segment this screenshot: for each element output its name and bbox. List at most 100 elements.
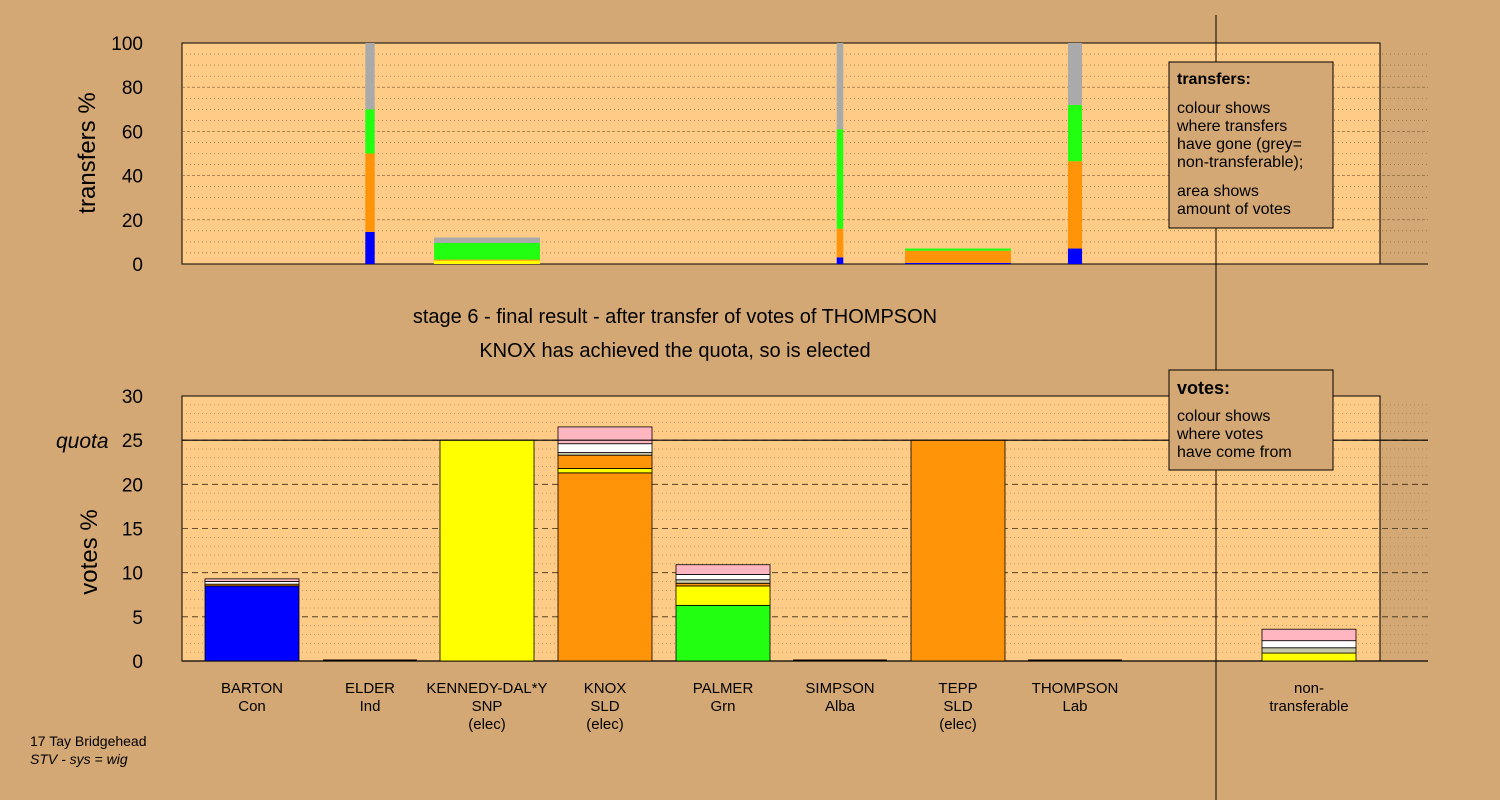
transfer-segment-non-transferable xyxy=(836,43,844,130)
candidate-name: BARTON xyxy=(221,680,283,697)
candidate-party: Lab xyxy=(1062,698,1087,715)
candidate-name: KNOX xyxy=(584,680,627,697)
candidate-party: transferable xyxy=(1269,698,1348,715)
vote-segment-lab xyxy=(204,578,300,582)
candidate-status: (elec) xyxy=(939,716,977,733)
vote-segment-grn xyxy=(675,604,771,662)
candidate-party: Alba xyxy=(825,698,856,715)
transfers-legend-box xyxy=(1168,61,1334,229)
transfer-segment-palmer xyxy=(836,129,844,229)
votes-tick-label: 15 xyxy=(122,520,143,541)
votes-tick-label: 0 xyxy=(132,652,143,673)
votes-legend-title: votes: xyxy=(1177,378,1230,398)
transfers-legend-line: non-transferable); xyxy=(1177,154,1303,171)
votes-tick-label: 10 xyxy=(122,564,143,585)
votes-legend: votes: colour shows where votes have com… xyxy=(1168,369,1334,471)
candidate-status: (elec) xyxy=(586,716,624,733)
transfer-segment-non-transferable xyxy=(365,43,375,110)
vote-segment-sld xyxy=(910,439,1006,662)
candidate-name: ELDER xyxy=(345,680,395,697)
vote-segment-sld xyxy=(557,454,653,469)
stage-headline: stage 6 - final result - after transfer … xyxy=(413,306,937,328)
transfers-legend-line: where transfers xyxy=(1176,118,1287,135)
transfer-segment-palmer xyxy=(1067,104,1083,162)
vote-segment-snp xyxy=(675,585,771,606)
constituency-name: 17 Tay Bridgehead xyxy=(30,733,147,749)
vote-segment-ind xyxy=(557,443,653,453)
votes-tick-label: 25 xyxy=(122,431,143,452)
votes-bars xyxy=(204,426,1357,662)
vote-segment-alba xyxy=(1261,647,1357,654)
transfer-segment-palmer xyxy=(365,109,375,154)
transfer-segment-non-transferable xyxy=(1067,43,1083,105)
transfers-tick-label: 40 xyxy=(122,167,143,188)
votes-tick-label: 30 xyxy=(122,387,143,408)
candidate-party: Grn xyxy=(710,698,735,715)
votes-y-axis-label: votes % xyxy=(76,509,103,594)
transfers-legend-line: have gone (grey= xyxy=(1177,136,1302,153)
transfer-segment-kennedy-dal-y xyxy=(434,260,540,264)
transfers-bars xyxy=(365,43,1083,264)
vote-segment-snp xyxy=(439,439,535,662)
candidate-name: TEPP xyxy=(938,680,977,697)
candidate-party: SLD xyxy=(943,698,972,715)
vote-segment-sld xyxy=(557,472,653,662)
transfers-tick-label: 20 xyxy=(122,211,143,232)
quota-label: quota xyxy=(56,430,109,453)
transfers-legend-line: amount of votes xyxy=(1177,201,1291,218)
transfer-segment-knox xyxy=(905,250,1011,263)
transfer-segment-knox xyxy=(836,228,844,258)
vote-segment-con xyxy=(204,585,300,662)
transfer-segment-palmer xyxy=(905,248,1011,251)
candidate-name: non- xyxy=(1294,680,1324,697)
votes-legend-box xyxy=(1168,369,1334,471)
transfer-segment-barton xyxy=(365,231,375,264)
votes-legend-line: where votes xyxy=(1176,426,1263,443)
candidate-party: Con xyxy=(238,698,266,715)
vote-segment-snp xyxy=(1261,652,1357,662)
transfers-legend: transfers: colour shows where transfers … xyxy=(1168,61,1334,229)
vote-segment-snp xyxy=(557,468,653,474)
vote-segment-lab xyxy=(1261,628,1357,642)
vote-segment-lab xyxy=(675,564,771,575)
transfer-segment-barton xyxy=(836,257,844,264)
vote-segment-lab xyxy=(557,426,653,445)
votes-legend-line: have come from xyxy=(1177,444,1292,461)
transfers-legend-title: transfers: xyxy=(1177,71,1251,88)
transfer-segment-knox xyxy=(365,153,375,232)
transfers-legend-line: area shows xyxy=(1177,183,1259,200)
vote-segment-ind xyxy=(1261,640,1357,649)
transfer-segment-knox xyxy=(1067,161,1083,249)
elected-message: KNOX has achieved the quota, so is elect… xyxy=(479,340,870,362)
candidate-name: THOMPSON xyxy=(1032,680,1119,697)
transfers-y-axis-label: transfers % xyxy=(74,92,101,213)
candidate-party: SNP xyxy=(472,698,503,715)
transfers-tick-label: 80 xyxy=(122,78,143,99)
candidate-name: KENNEDY-DAL*Y xyxy=(426,680,547,697)
candidate-labels: BARTONConELDERIndKENNEDY-DAL*YSNP(elec)K… xyxy=(221,680,1349,733)
transfers-tick-label: 60 xyxy=(122,122,143,143)
transfers-tick-label: 0 xyxy=(132,255,143,276)
candidate-name: SIMPSON xyxy=(805,680,874,697)
votes-tick-label: 20 xyxy=(122,475,143,496)
candidate-party: SLD xyxy=(590,698,619,715)
candidate-party: Ind xyxy=(360,698,381,715)
vote-segment-alba xyxy=(675,579,771,584)
vote-segment-ind xyxy=(675,574,771,581)
transfers-tick-label: 100 xyxy=(111,34,143,55)
votes-legend-line: colour shows xyxy=(1177,408,1270,425)
votes-y-ticks: 0 5 10 15 20 25 30 xyxy=(122,387,143,673)
transfers-y-ticks: 0 20 40 60 80 100 xyxy=(111,34,143,276)
transfers-legend-line: colour shows xyxy=(1177,100,1270,117)
votes-tick-label: 5 xyxy=(132,608,143,629)
system-note: STV - sys = wig xyxy=(30,751,128,767)
transfer-segment-barton xyxy=(905,262,1011,264)
transfers-gridlines xyxy=(182,53,1428,265)
transfer-segment-knox xyxy=(434,259,540,261)
transfer-segment-palmer xyxy=(434,243,540,260)
candidate-status: (elec) xyxy=(468,716,506,733)
transfer-segment-non-transferable xyxy=(434,237,540,244)
transfer-segment-barton xyxy=(1067,248,1083,264)
candidate-name: PALMER xyxy=(693,680,754,697)
